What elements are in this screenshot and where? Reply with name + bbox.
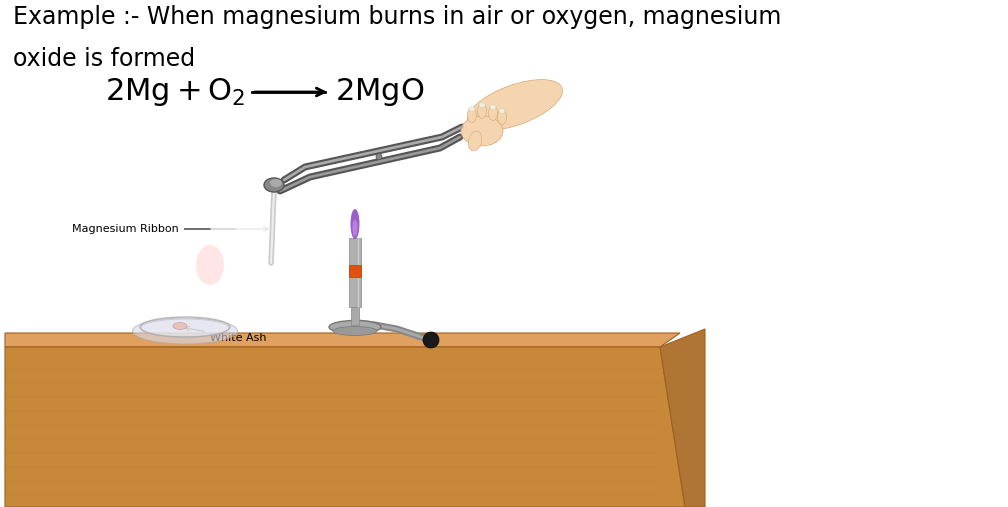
Polygon shape (660, 329, 705, 507)
Ellipse shape (210, 180, 350, 290)
Ellipse shape (270, 179, 282, 187)
Ellipse shape (469, 106, 475, 112)
Ellipse shape (468, 131, 482, 151)
Ellipse shape (478, 103, 487, 119)
Ellipse shape (173, 322, 187, 330)
Ellipse shape (468, 80, 562, 130)
Ellipse shape (141, 319, 229, 337)
Ellipse shape (196, 245, 224, 285)
Ellipse shape (468, 107, 477, 123)
Circle shape (376, 154, 382, 160)
Ellipse shape (235, 200, 325, 270)
Ellipse shape (498, 110, 506, 125)
Ellipse shape (489, 105, 498, 121)
Polygon shape (5, 333, 680, 347)
Circle shape (423, 332, 439, 348)
Text: $\mathregular{2MgO}$: $\mathregular{2MgO}$ (335, 76, 424, 108)
Ellipse shape (479, 102, 485, 107)
Polygon shape (350, 238, 361, 307)
Text: oxide is formed: oxide is formed (13, 47, 196, 71)
Ellipse shape (264, 178, 284, 192)
Ellipse shape (329, 320, 381, 334)
Text: Magnesium Ribbon: Magnesium Ribbon (72, 224, 268, 234)
Ellipse shape (461, 116, 503, 146)
Ellipse shape (351, 209, 360, 239)
Ellipse shape (333, 327, 377, 336)
Ellipse shape (132, 318, 238, 344)
Text: Example :- When magnesium burns in air or oxygen, magnesium: Example :- When magnesium burns in air o… (13, 5, 781, 29)
Polygon shape (5, 347, 685, 507)
Polygon shape (349, 265, 361, 277)
Text: White Ash: White Ash (184, 327, 266, 343)
Text: $\mathregular{2Mg + O_2}$: $\mathregular{2Mg + O_2}$ (105, 76, 245, 108)
Ellipse shape (490, 104, 496, 110)
Ellipse shape (353, 220, 358, 236)
Ellipse shape (499, 108, 505, 114)
Polygon shape (351, 307, 359, 325)
